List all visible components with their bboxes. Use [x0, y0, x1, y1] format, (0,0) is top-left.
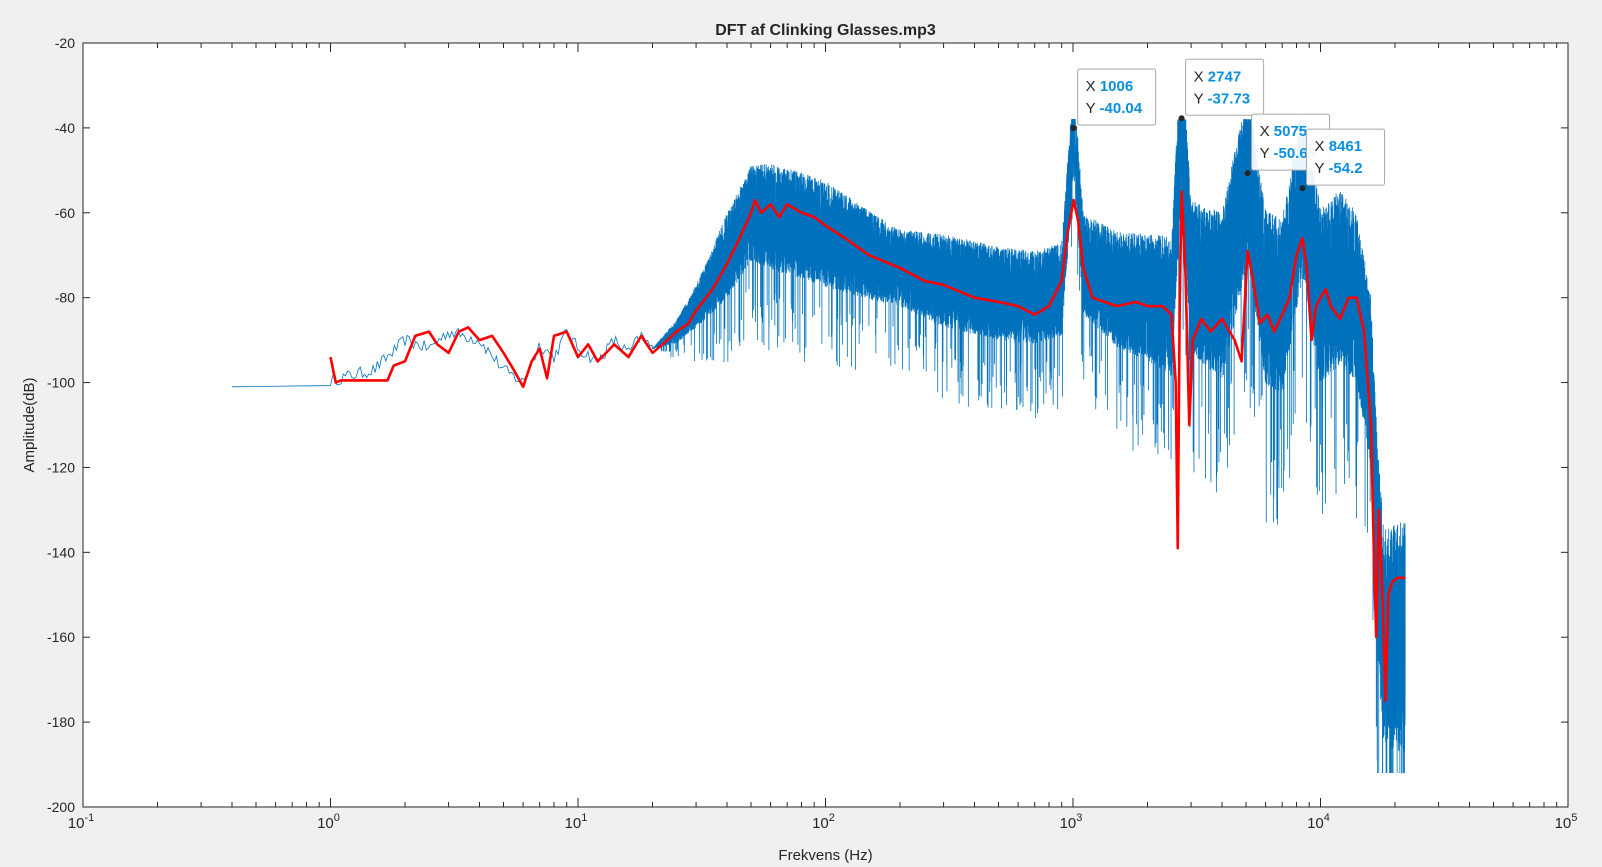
data-tip-box: [1185, 58, 1265, 116]
series-raw-spectrum: [232, 119, 1406, 774]
data-tip[interactable]: X 8461 Y -54.2: [1299, 128, 1386, 192]
x-axis-label: Frekvens (Hz): [778, 847, 872, 864]
data-tip-y: Y -54.2: [1315, 160, 1363, 177]
data-tip-marker: [1299, 185, 1306, 192]
y-tick-label: -200: [47, 799, 75, 815]
data-tip-y-value: -37.73: [1208, 90, 1251, 107]
data-tip-box: [1306, 128, 1386, 186]
data-tip-y: Y -40.04: [1086, 100, 1143, 117]
data-tip-x-value: 1006: [1100, 78, 1133, 95]
y-tick-label: -20: [55, 35, 75, 51]
series-layer: [232, 119, 1406, 774]
data-tip-marker: [1244, 170, 1251, 177]
y-tick-label: -140: [47, 544, 75, 560]
data-tip[interactable]: X 1006 Y -40.04: [1070, 68, 1157, 132]
data-tip-y-value: -40.04: [1100, 100, 1143, 117]
data-tip-box: [1077, 68, 1157, 126]
series-smoothed: [329, 190, 1406, 703]
y-tick-label: -40: [55, 120, 75, 136]
y-tick-label: -80: [55, 290, 75, 306]
x-tick-label: 102: [812, 812, 835, 832]
y-tick-label: -60: [55, 205, 75, 221]
data-tip-y: Y -37.73: [1194, 90, 1250, 107]
data-tip-x-value: 2747: [1208, 68, 1241, 85]
data-tips: X 1006 Y -40.04 X 2747 Y -37.73 X 5075 Y -50.…: [1070, 58, 1386, 192]
y-tick-label: -180: [47, 714, 75, 730]
data-tip-x-value: 5075: [1274, 123, 1307, 140]
y-tick-label: -160: [47, 629, 75, 645]
x-tick-label: 105: [1555, 812, 1578, 832]
y-tick-label: -120: [47, 459, 75, 475]
x-tick-label: 101: [565, 812, 588, 832]
data-tip-x-value: 8461: [1329, 138, 1362, 155]
data-tip-x: X 5075: [1260, 123, 1308, 140]
data-tip-y-value: -50.66: [1274, 145, 1317, 162]
ticks-layer: -20 -40 -60 -80 -100 -120 -140 -160 -180 -20010-1…: [47, 35, 1577, 832]
data-tip-x: X 8461: [1315, 138, 1363, 155]
data-tip-y-value: -54.2: [1328, 160, 1362, 177]
y-tick-label: -100: [47, 375, 75, 391]
data-tip[interactable]: X 2747 Y -37.73: [1178, 58, 1265, 122]
data-tip-marker: [1178, 115, 1185, 122]
x-tick-label: 100: [317, 812, 340, 832]
chart-title: DFT af Clinking Glasses.mp3: [715, 22, 936, 39]
data-tip-y: Y -50.66: [1260, 145, 1316, 162]
x-tick-label: 103: [1060, 812, 1083, 832]
y-axis-label: Amplitude(dB): [21, 377, 38, 472]
data-tip-x: X 2747: [1194, 68, 1242, 85]
data-tip-x: X 1006: [1086, 78, 1134, 95]
x-tick-label: 104: [1307, 812, 1330, 832]
data-tip-marker: [1070, 125, 1077, 132]
x-tick-label: 10-1: [68, 812, 94, 832]
